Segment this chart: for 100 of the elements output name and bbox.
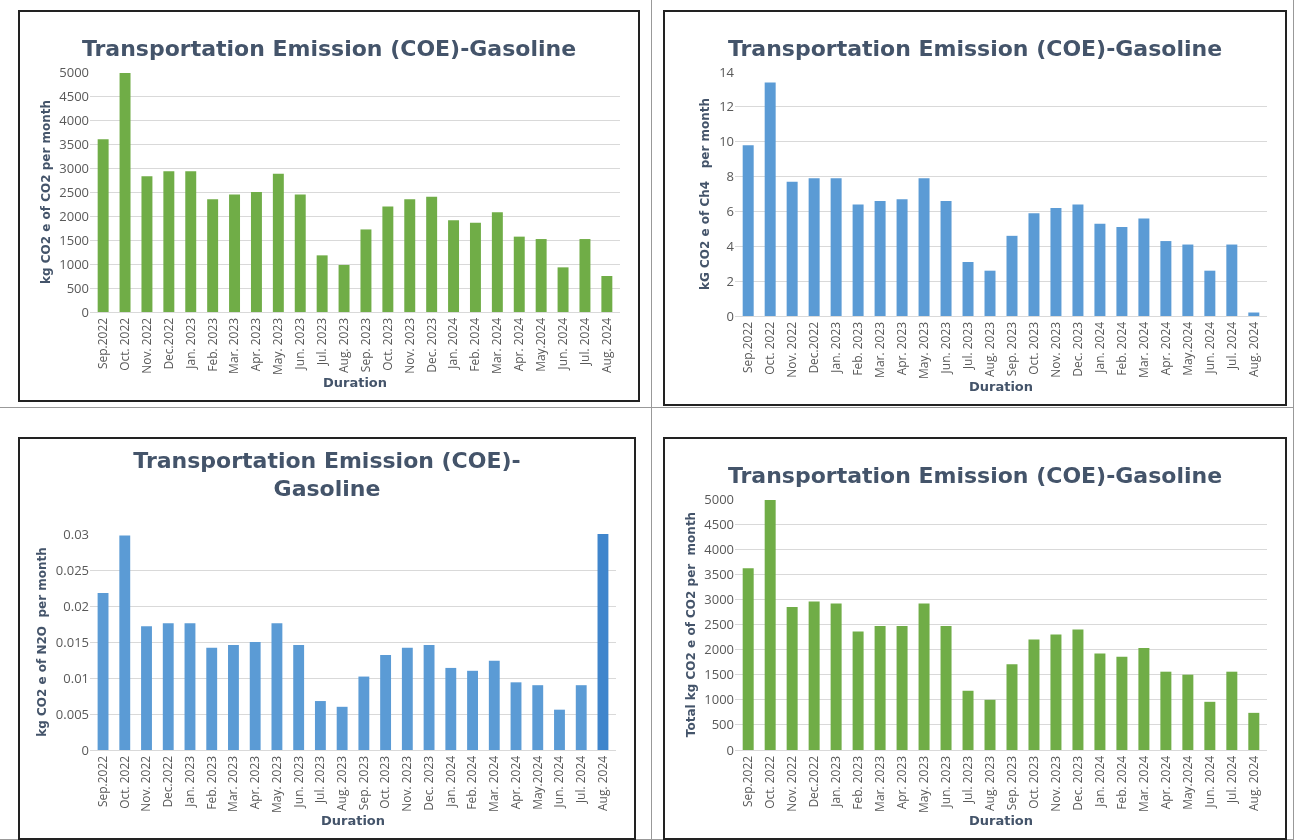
x-tick-label: Sep. 2023 <box>1002 321 1020 377</box>
y-axis-title: kg CO2 e of N2O per month <box>35 547 50 737</box>
x-tick-label: Feb. 2024 <box>1112 755 1130 810</box>
x-tick-label: May. 2023 <box>267 755 285 813</box>
x-tick-label: Aug. 2023 <box>980 755 998 811</box>
y-tick-label: 3500 <box>59 134 89 153</box>
x-axis-title: Duration <box>968 378 1034 394</box>
chart-title: Transportation Emission (COE)-Gasoline <box>727 36 1223 61</box>
x-tick-label: Oct. 2022 <box>761 755 779 809</box>
x-tick-label: Jan. 2023 <box>827 755 845 808</box>
x-tick-label: Jun. 2023 <box>936 321 954 375</box>
x-tick-label: Aug. 2024 <box>1244 321 1262 377</box>
y-tick-label: 4000 <box>59 110 89 129</box>
y-tick-label: 3500 <box>704 564 734 583</box>
x-tick-label: Oct. 2023 <box>1024 321 1042 375</box>
x-tick-label: Nov. 2023 <box>400 317 418 374</box>
y-tick-label: 8 <box>726 167 734 186</box>
x-tick-label: Jul. 2024 <box>1222 755 1240 805</box>
x-tick-label: Sep.2022 <box>93 755 111 808</box>
x-tick-label: Oct. 2023 <box>1024 755 1042 809</box>
x-tick-label: May.2024 <box>1178 755 1196 810</box>
x-tick-label: Feb. 2024 <box>463 755 481 810</box>
x-tick-label: Jul. 2023 <box>313 317 331 367</box>
x-tick-label: Jun. 2024 <box>553 317 571 371</box>
y-tick-label: 6 <box>726 201 734 220</box>
x-tick-label: Feb. 2023 <box>203 317 221 372</box>
x-tick-label: Apr. 2023 <box>247 317 265 372</box>
x-tick-label: Apr. 2023 <box>892 755 910 810</box>
y-tick-label: 0.015 <box>55 632 89 651</box>
x-axis-title: Duration <box>322 374 388 390</box>
x-tick-label: Apr. 2024 <box>506 755 524 810</box>
x-tick-label: Sep.2022 <box>739 755 757 808</box>
x-tick-label: Oct. 2023 <box>376 755 394 809</box>
x-tick-label: Feb. 2024 <box>1112 321 1130 376</box>
y-tick-label: 2500 <box>704 615 734 634</box>
x-tick-label: Dec. 2023 <box>1068 755 1086 811</box>
x-tick-label: Oct. 2022 <box>115 755 133 809</box>
x-tick-label: Aug. 2024 <box>597 317 615 373</box>
x-tick-label: Aug. 2023 <box>333 755 351 811</box>
y-tick-label: 4 <box>726 236 735 255</box>
y-tick-label: 2000 <box>59 206 89 225</box>
y-tick-label: 0 <box>81 740 89 759</box>
x-tick-label: Nov. 2023 <box>398 755 416 812</box>
x-tick-label: Sep.2022 <box>739 321 757 374</box>
x-tick-label: Sep. 2023 <box>1002 755 1020 811</box>
y-tick-label: 500 <box>711 715 734 734</box>
y-tick-label: 0.005 <box>55 704 89 723</box>
y-tick-label: 0.02 <box>63 596 89 615</box>
x-tick-label: Aug. 2024 <box>593 755 611 811</box>
x-tick-label: Nov. 2022 <box>783 321 801 378</box>
x-tick-label: Apr. 2024 <box>1156 321 1174 376</box>
y-tick-label: 1500 <box>704 665 734 684</box>
x-tick-label: Sep. 2023 <box>354 755 372 811</box>
x-tick-label: Aug. 2023 <box>980 321 998 377</box>
x-tick-label: Feb. 2023 <box>202 755 220 810</box>
y-tick-label: 4500 <box>59 86 89 105</box>
x-tick-label: Jun. 2024 <box>1200 755 1218 809</box>
y-tick-label: 0 <box>726 740 734 759</box>
x-tick-label: Jun. 2023 <box>291 317 309 371</box>
x-tick-label: Mar. 2024 <box>1134 755 1152 812</box>
x-tick-label: Jul. 2023 <box>958 755 976 805</box>
y-tick-label: 5000 <box>59 62 89 81</box>
y-tick-label: 1000 <box>704 690 734 709</box>
y-tick-label: 3000 <box>59 158 89 177</box>
x-axis-title: Duration <box>320 812 386 828</box>
x-tick-label: Jul. 2024 <box>572 755 590 805</box>
y-tick-label: 3000 <box>704 589 734 608</box>
x-tick-label: Mar. 2023 <box>224 755 242 812</box>
y-tick-label: 4500 <box>704 514 734 533</box>
y-tick-label: 1000 <box>59 254 89 273</box>
x-tick-label: Jul. 2023 <box>958 321 976 371</box>
x-tick-label: Jan. 2024 <box>1090 755 1108 808</box>
y-tick-label: 1500 <box>59 230 89 249</box>
x-tick-label: Jun. 2024 <box>550 755 568 809</box>
x-tick-label: Dec. 2023 <box>422 317 440 373</box>
y-tick-label: 4000 <box>704 539 734 558</box>
x-tick-label: Mar. 2024 <box>1134 321 1152 378</box>
y-tick-label: 0.03 <box>63 524 89 543</box>
x-tick-label: Oct. 2022 <box>761 321 779 375</box>
x-tick-label: Mar. 2024 <box>488 317 506 374</box>
x-tick-label: Aug. 2023 <box>334 317 352 373</box>
x-tick-label: Dec.2022 <box>159 755 177 808</box>
x-tick-label: May.2024 <box>532 317 550 372</box>
y-tick-label: 2 <box>726 271 734 290</box>
y-tick-label: 0 <box>726 306 734 325</box>
y-tick-label: 500 <box>66 278 89 297</box>
y-axis-title: kG CO2 e of Ch4 per month <box>698 97 713 291</box>
x-tick-label: Feb. 2024 <box>466 317 484 372</box>
y-tick-label: 14 <box>719 62 735 81</box>
y-tick-label: 0 <box>81 302 89 321</box>
x-tick-label: Jan. 2023 <box>827 321 845 374</box>
x-tick-label: Nov. 2022 <box>783 755 801 812</box>
y-tick-label: 5000 <box>704 489 734 508</box>
x-tick-label: Dec.2022 <box>159 317 177 370</box>
x-tick-label: Mar. 2023 <box>870 755 888 812</box>
x-tick-label: Apr. 2023 <box>246 755 264 810</box>
chart-title: Transportation Emission (COE)-Gasoline <box>81 36 577 61</box>
x-tick-label: Nov. 2022 <box>137 755 155 812</box>
x-tick-label: Dec.2022 <box>805 321 823 374</box>
x-tick-label: Jan. 2024 <box>441 755 459 808</box>
